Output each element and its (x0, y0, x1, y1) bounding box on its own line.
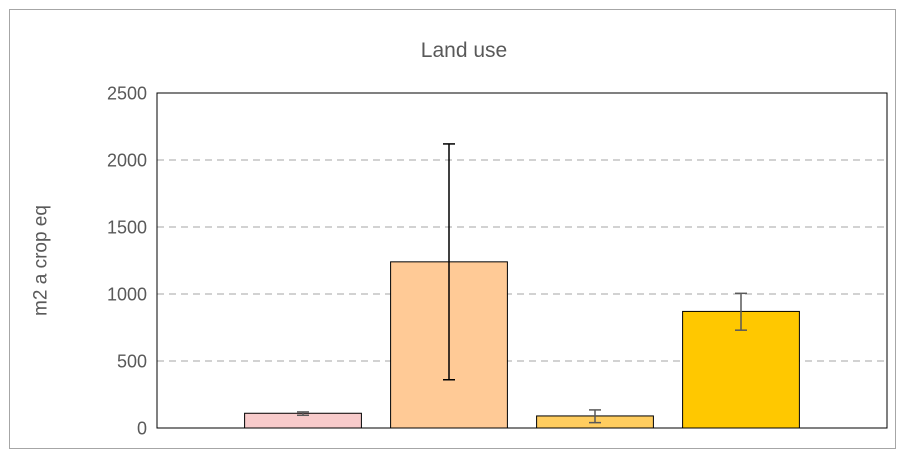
plot-area-border (156, 92, 888, 429)
y-tick-label: 2000 (107, 150, 147, 170)
chart-svg: Land use 0 500 1000 1500 2000 2500 m2 a crop … (31, 39, 888, 438)
y-tick-label: 500 (117, 351, 147, 371)
y-axis-label: m2 a crop eq (31, 205, 52, 316)
y-tick-label: 1000 (107, 284, 147, 304)
y-tick-label: 1500 (107, 217, 147, 237)
y-tick-label: 2500 (107, 83, 147, 103)
chart-frame: Land use 0 500 1000 1500 2000 2500 m2 a crop … (9, 9, 896, 449)
y-tick-label: 0 (137, 418, 147, 438)
chart-title: Land use (421, 39, 507, 62)
